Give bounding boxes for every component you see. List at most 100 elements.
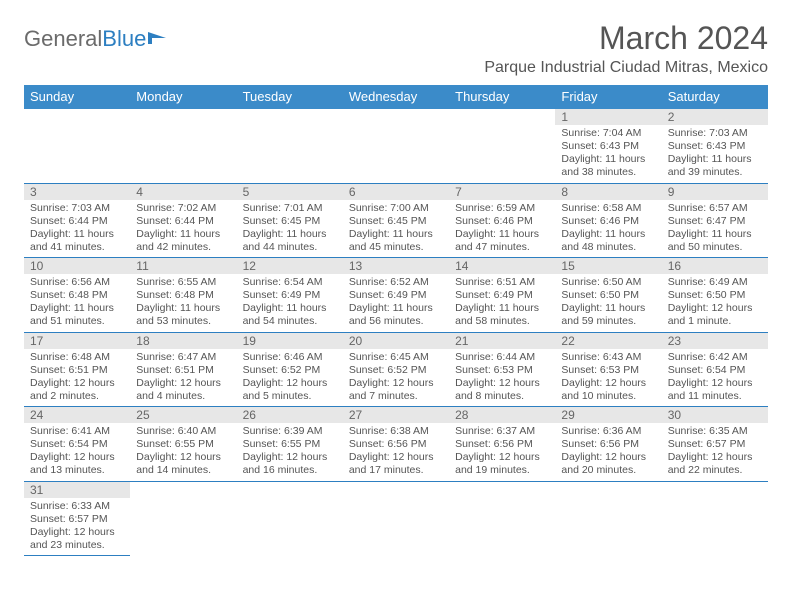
day-detail-line: and 22 minutes. <box>668 464 762 477</box>
day-detail-line: Sunrise: 6:35 AM <box>668 425 762 438</box>
day-detail-line: Sunrise: 6:52 AM <box>349 276 443 289</box>
calendar-day-cell: 14Sunrise: 6:51 AMSunset: 6:49 PMDayligh… <box>449 258 555 333</box>
day-detail-line: Sunrise: 6:50 AM <box>561 276 655 289</box>
calendar-day-cell: 17Sunrise: 6:48 AMSunset: 6:51 PMDayligh… <box>24 332 130 407</box>
calendar-day-cell: 22Sunrise: 6:43 AMSunset: 6:53 PMDayligh… <box>555 332 661 407</box>
day-detail-line: Sunset: 6:53 PM <box>561 364 655 377</box>
day-detail-line: Sunrise: 6:44 AM <box>455 351 549 364</box>
day-detail-line: Daylight: 11 hours <box>243 228 337 241</box>
day-detail-line: Sunrise: 6:54 AM <box>243 276 337 289</box>
day-detail: Sunrise: 6:55 AMSunset: 6:48 PMDaylight:… <box>130 274 236 332</box>
calendar-day-cell: 5Sunrise: 7:01 AMSunset: 6:45 PMDaylight… <box>237 183 343 258</box>
day-number: 13 <box>343 258 449 274</box>
day-detail-line: Daylight: 12 hours <box>455 451 549 464</box>
day-detail: Sunrise: 6:49 AMSunset: 6:50 PMDaylight:… <box>662 274 768 332</box>
day-detail-line: Sunset: 6:56 PM <box>349 438 443 451</box>
day-number: 31 <box>24 482 130 498</box>
day-number: 17 <box>24 333 130 349</box>
day-detail-line: and 10 minutes. <box>561 390 655 403</box>
day-detail: Sunrise: 6:38 AMSunset: 6:56 PMDaylight:… <box>343 423 449 481</box>
day-detail-line: Sunset: 6:55 PM <box>243 438 337 451</box>
calendar-day-cell: 1Sunrise: 7:04 AMSunset: 6:43 PMDaylight… <box>555 109 661 184</box>
day-detail-line: Daylight: 11 hours <box>136 228 230 241</box>
calendar-day-cell: 25Sunrise: 6:40 AMSunset: 6:55 PMDayligh… <box>130 407 236 482</box>
day-detail: Sunrise: 7:03 AMSunset: 6:43 PMDaylight:… <box>662 125 768 183</box>
day-detail-line: Sunrise: 6:48 AM <box>30 351 124 364</box>
calendar-day-cell: 6Sunrise: 7:00 AMSunset: 6:45 PMDaylight… <box>343 183 449 258</box>
calendar-day-cell: 8Sunrise: 6:58 AMSunset: 6:46 PMDaylight… <box>555 183 661 258</box>
month-title: March 2024 <box>484 20 768 57</box>
weekday-header: Friday <box>555 85 661 109</box>
calendar-day-cell: 11Sunrise: 6:55 AMSunset: 6:48 PMDayligh… <box>130 258 236 333</box>
day-number: 1 <box>555 109 661 125</box>
day-detail: Sunrise: 6:37 AMSunset: 6:56 PMDaylight:… <box>449 423 555 481</box>
calendar-body: 1Sunrise: 7:04 AMSunset: 6:43 PMDaylight… <box>24 109 768 556</box>
day-detail-line: Sunrise: 6:33 AM <box>30 500 124 513</box>
day-number: 11 <box>130 258 236 274</box>
day-detail-line: Sunset: 6:52 PM <box>349 364 443 377</box>
day-detail-line: Daylight: 11 hours <box>668 153 762 166</box>
day-detail-line: Sunset: 6:49 PM <box>349 289 443 302</box>
day-detail-line: Sunset: 6:44 PM <box>136 215 230 228</box>
weekday-header: Tuesday <box>237 85 343 109</box>
day-detail-line: and 39 minutes. <box>668 166 762 179</box>
calendar-day-cell: 30Sunrise: 6:35 AMSunset: 6:57 PMDayligh… <box>662 407 768 482</box>
day-detail-line: and 23 minutes. <box>30 539 124 552</box>
day-detail-line: Sunset: 6:47 PM <box>668 215 762 228</box>
day-detail-line: Sunrise: 6:40 AM <box>136 425 230 438</box>
calendar-week: 24Sunrise: 6:41 AMSunset: 6:54 PMDayligh… <box>24 407 768 482</box>
weekday-header: Saturday <box>662 85 768 109</box>
day-number: 18 <box>130 333 236 349</box>
day-detail: Sunrise: 6:33 AMSunset: 6:57 PMDaylight:… <box>24 498 130 556</box>
day-detail: Sunrise: 6:45 AMSunset: 6:52 PMDaylight:… <box>343 349 449 407</box>
day-detail-line: and 58 minutes. <box>455 315 549 328</box>
day-detail: Sunrise: 7:02 AMSunset: 6:44 PMDaylight:… <box>130 200 236 258</box>
day-detail-line: Daylight: 12 hours <box>668 451 762 464</box>
day-number: 30 <box>662 407 768 423</box>
day-number: 16 <box>662 258 768 274</box>
day-detail-line: Sunrise: 6:59 AM <box>455 202 549 215</box>
day-detail-line: Sunrise: 7:03 AM <box>30 202 124 215</box>
day-detail-line: Daylight: 12 hours <box>561 377 655 390</box>
day-number: 24 <box>24 407 130 423</box>
calendar-day-cell: 31Sunrise: 6:33 AMSunset: 6:57 PMDayligh… <box>24 481 130 556</box>
day-detail-line: Daylight: 12 hours <box>349 377 443 390</box>
day-detail: Sunrise: 6:42 AMSunset: 6:54 PMDaylight:… <box>662 349 768 407</box>
day-detail-line: and 14 minutes. <box>136 464 230 477</box>
day-detail-line: Sunrise: 6:36 AM <box>561 425 655 438</box>
day-number: 20 <box>343 333 449 349</box>
calendar-week: 3Sunrise: 7:03 AMSunset: 6:44 PMDaylight… <box>24 183 768 258</box>
day-detail-line: Sunrise: 7:01 AM <box>243 202 337 215</box>
day-number: 2 <box>662 109 768 125</box>
day-detail: Sunrise: 6:51 AMSunset: 6:49 PMDaylight:… <box>449 274 555 332</box>
day-detail-line: and 42 minutes. <box>136 241 230 254</box>
day-detail-line: Sunrise: 6:45 AM <box>349 351 443 364</box>
day-number: 28 <box>449 407 555 423</box>
logo-flag-icon <box>148 30 170 48</box>
day-detail-line: Daylight: 12 hours <box>30 377 124 390</box>
day-detail-line: Sunset: 6:43 PM <box>668 140 762 153</box>
day-detail-line: Sunrise: 6:46 AM <box>243 351 337 364</box>
calendar-day-cell: 28Sunrise: 6:37 AMSunset: 6:56 PMDayligh… <box>449 407 555 482</box>
day-detail-line: Sunrise: 6:41 AM <box>30 425 124 438</box>
day-detail-line: and 54 minutes. <box>243 315 337 328</box>
calendar-day-cell: 24Sunrise: 6:41 AMSunset: 6:54 PMDayligh… <box>24 407 130 482</box>
day-detail-line: Daylight: 11 hours <box>30 302 124 315</box>
day-detail-line: Daylight: 11 hours <box>561 228 655 241</box>
calendar-day-cell: 19Sunrise: 6:46 AMSunset: 6:52 PMDayligh… <box>237 332 343 407</box>
day-detail-line: and 50 minutes. <box>668 241 762 254</box>
day-detail-line: Sunset: 6:46 PM <box>561 215 655 228</box>
day-detail-line: Daylight: 12 hours <box>136 451 230 464</box>
day-detail-line: and 8 minutes. <box>455 390 549 403</box>
day-detail-line: Daylight: 12 hours <box>561 451 655 464</box>
day-detail-line: Daylight: 12 hours <box>668 377 762 390</box>
day-number: 15 <box>555 258 661 274</box>
day-detail-line: and 48 minutes. <box>561 241 655 254</box>
day-detail-line: Sunset: 6:45 PM <box>349 215 443 228</box>
calendar-day-cell <box>449 481 555 556</box>
day-detail-line: Sunset: 6:51 PM <box>136 364 230 377</box>
day-number: 5 <box>237 184 343 200</box>
day-detail: Sunrise: 6:39 AMSunset: 6:55 PMDaylight:… <box>237 423 343 481</box>
day-detail: Sunrise: 6:58 AMSunset: 6:46 PMDaylight:… <box>555 200 661 258</box>
day-detail-line: Daylight: 11 hours <box>455 228 549 241</box>
